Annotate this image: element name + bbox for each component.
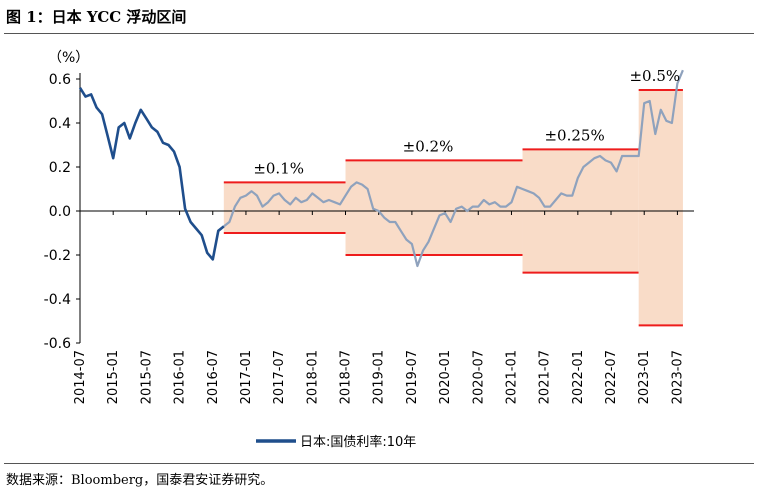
x-tick-label: 2021-01 <box>504 350 519 404</box>
band-fill-0 <box>224 182 346 233</box>
x-tick-label: 2014-07 <box>73 350 88 404</box>
x-tick-label: 2017-07 <box>272 350 287 404</box>
x-tick-label: 2020-01 <box>438 350 453 404</box>
x-tick-label: 2015-01 <box>106 350 121 404</box>
x-tick-label: 2019-01 <box>372 350 387 404</box>
y-tick-label: 0.2 <box>49 160 71 176</box>
legend-label: 日本:国债利率:10年 <box>300 434 416 450</box>
y-tick-label: 0.0 <box>49 204 71 220</box>
y-tick-label: -0.6 <box>44 336 71 352</box>
y-tick-label: -0.2 <box>44 248 71 264</box>
y-unit-label: （%） <box>48 50 89 66</box>
band-fill-3 <box>639 90 683 325</box>
x-tick-label: 2020-07 <box>471 350 486 404</box>
x-tick-label: 2023-01 <box>637 350 652 404</box>
x-tick-label: 2018-01 <box>305 350 320 404</box>
legend: 日本:国债利率:10年 <box>256 434 416 450</box>
band-label-2: ±0.25% <box>544 126 604 144</box>
x-tick-label: 2017-01 <box>239 350 254 404</box>
x-tick-label: 2021-07 <box>538 350 553 404</box>
band-label-1: ±0.2% <box>403 137 454 155</box>
x-tick-label: 2023-07 <box>670 350 685 404</box>
x-tick-label: 2016-07 <box>206 350 221 404</box>
x-tick-label: 2015-07 <box>139 350 154 404</box>
x-tick-label: 2022-07 <box>604 350 619 404</box>
x-tick-label: 2018-07 <box>339 350 354 404</box>
band-label-0: ±0.1% <box>253 159 304 177</box>
series-line-early <box>80 88 224 260</box>
y-tick-label: 0.6 <box>49 72 71 88</box>
x-tick-label: 2022-01 <box>571 350 586 404</box>
ycc-chart: 0.6 0.4 0.2 0.0 -0.2 -0.4 -0.62014-07 2015-01 20… <box>0 0 759 495</box>
bands-layer <box>224 90 683 325</box>
band-label-3: ±0.5% <box>629 67 680 85</box>
source-note: 数据来源：Bloomberg，国泰君安证券研究。 <box>6 469 273 488</box>
y-tick-label: 0.4 <box>49 116 71 132</box>
x-tick-label: 2016-01 <box>173 350 188 404</box>
y-tick-label: -0.4 <box>44 292 71 308</box>
footer-rule <box>4 463 754 464</box>
x-tick-label: 2019-07 <box>405 350 420 404</box>
